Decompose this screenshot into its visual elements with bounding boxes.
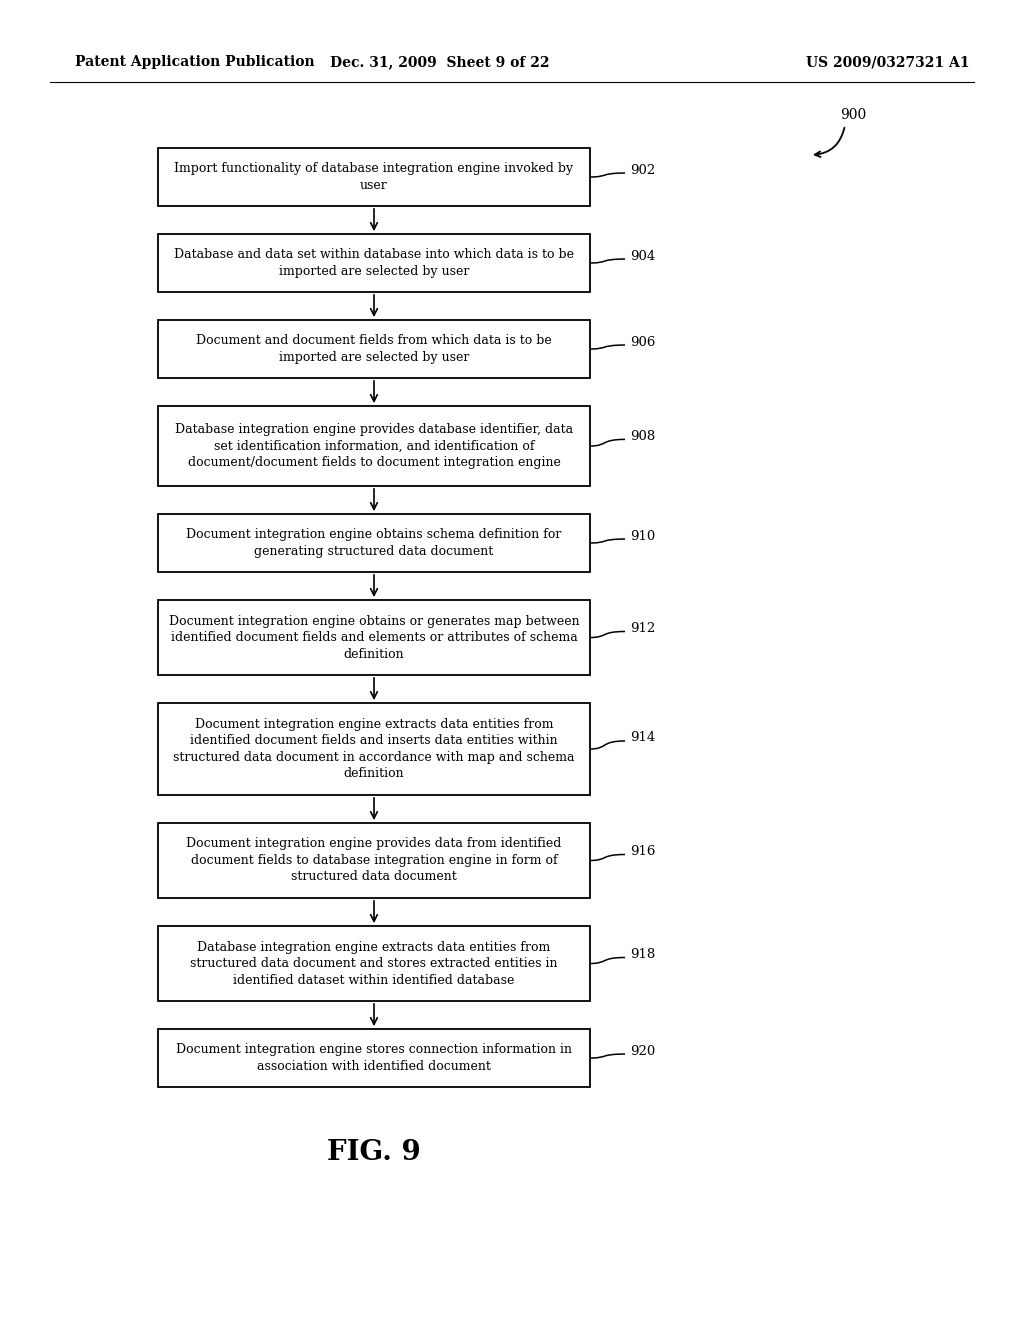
Text: 912: 912: [630, 622, 655, 635]
Text: Import functionality of database integration engine invoked by
user: Import functionality of database integra…: [174, 162, 573, 191]
Bar: [158, 927, 590, 1001]
Text: 918: 918: [630, 948, 655, 961]
Text: Document integration engine provides data from identified
document fields to dat: Document integration engine provides dat…: [186, 837, 562, 883]
Text: FIG. 9: FIG. 9: [327, 1138, 421, 1166]
Text: US 2009/0327321 A1: US 2009/0327321 A1: [807, 55, 970, 69]
Bar: [158, 704, 590, 795]
Text: Database and data set within database into which data is to be
imported are sele: Database and data set within database in…: [174, 248, 574, 277]
Text: Document and document fields from which data is to be
imported are selected by u: Document and document fields from which …: [197, 334, 552, 364]
Text: 920: 920: [630, 1044, 655, 1057]
Text: 914: 914: [630, 731, 655, 744]
Text: 900: 900: [840, 108, 866, 121]
Text: Patent Application Publication: Patent Application Publication: [75, 55, 314, 69]
Bar: [158, 513, 590, 572]
Text: Document integration engine extracts data entities from
identified document fiel: Document integration engine extracts dat…: [173, 718, 574, 780]
Text: 910: 910: [630, 529, 655, 543]
Bar: [158, 319, 590, 378]
Text: Database integration engine provides database identifier, data
set identificatio: Database integration engine provides dat…: [175, 422, 573, 469]
Text: Document integration engine obtains or generates map between
identified document: Document integration engine obtains or g…: [169, 615, 580, 660]
Text: 908: 908: [630, 430, 655, 444]
Bar: [158, 148, 590, 206]
Text: Database integration engine extracts data entities from
structured data document: Database integration engine extracts dat…: [190, 940, 558, 986]
Bar: [158, 234, 590, 292]
Bar: [158, 1030, 590, 1086]
Text: 906: 906: [630, 335, 655, 348]
Text: Document integration engine stores connection information in
association with id: Document integration engine stores conne…: [176, 1043, 572, 1073]
Bar: [158, 407, 590, 486]
Text: Dec. 31, 2009  Sheet 9 of 22: Dec. 31, 2009 Sheet 9 of 22: [331, 55, 550, 69]
Bar: [158, 601, 590, 675]
Bar: [158, 822, 590, 898]
Text: 916: 916: [630, 845, 655, 858]
Text: 904: 904: [630, 249, 655, 263]
Text: Document integration engine obtains schema definition for
generating structured : Document integration engine obtains sche…: [186, 528, 562, 558]
Text: 902: 902: [630, 164, 655, 177]
